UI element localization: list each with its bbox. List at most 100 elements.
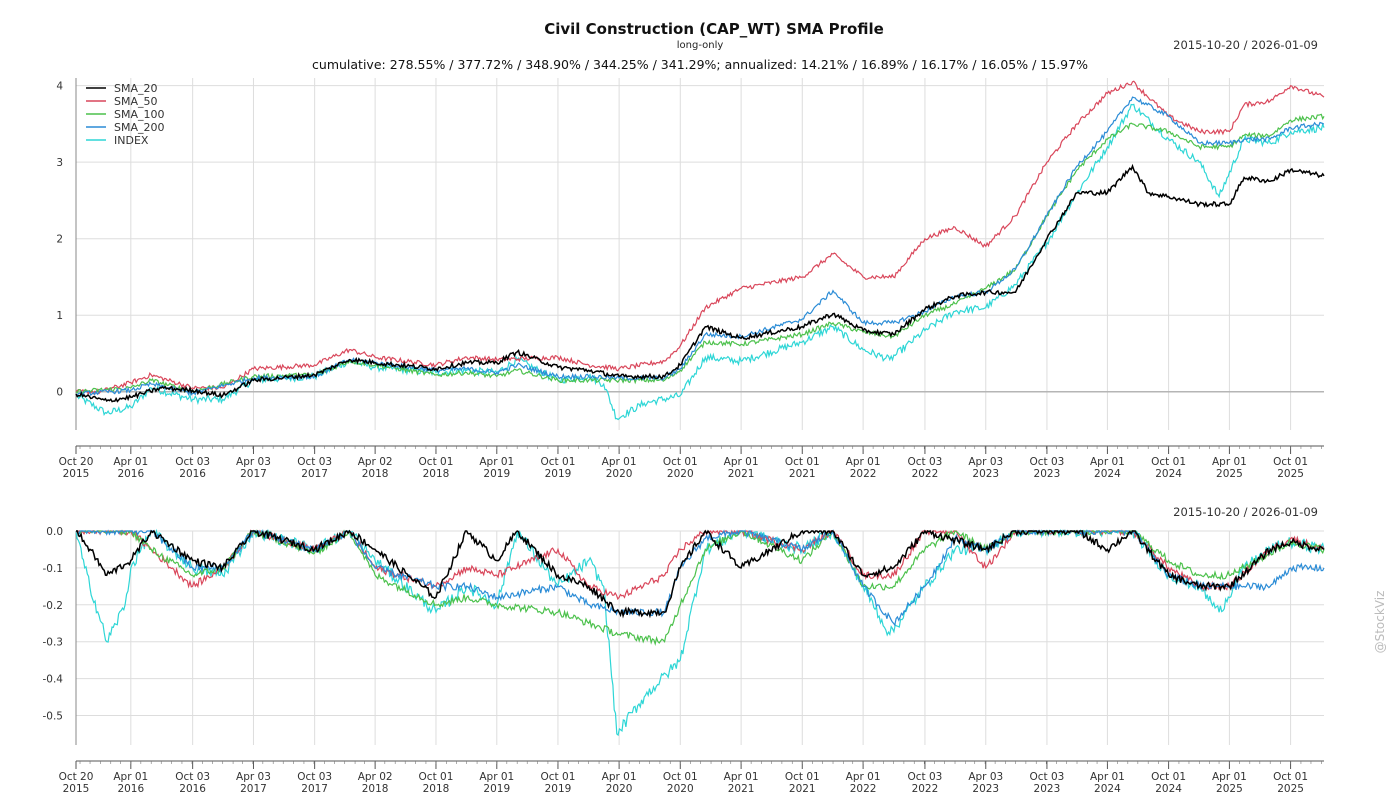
x-tick-year: 2024	[1094, 468, 1121, 480]
x-tick-label: Apr 03	[968, 456, 1003, 468]
x-tick-label: Oct 20	[59, 456, 94, 468]
x-tick-label: Apr 01	[113, 456, 148, 468]
y-tick-label: 2	[56, 234, 63, 246]
x-tick-year: 2017	[301, 783, 328, 795]
x-tick-year: 2019	[545, 783, 572, 795]
x-tick-label: Apr 02	[358, 771, 393, 783]
series-line-index	[75, 528, 1325, 737]
x-tick-label: Apr 01	[479, 771, 514, 783]
x-tick-label: Apr 01	[602, 771, 637, 783]
x-tick-year: 2018	[362, 468, 389, 480]
x-tick-label: Oct 20	[59, 771, 94, 783]
legend-label: SMA_50	[114, 95, 158, 108]
x-tick-year: 2016	[117, 783, 144, 795]
y-tick-label: 0.0	[46, 526, 63, 538]
y-tick-label: -0.1	[43, 563, 64, 575]
y-tick-label: 1	[56, 310, 63, 322]
y-tick-label: 0	[56, 387, 63, 399]
x-tick-label: Apr 01	[1212, 456, 1247, 468]
x-tick-year: 2025	[1277, 468, 1304, 480]
x-tick-year: 2021	[728, 783, 755, 795]
y-tick-label: -0.3	[43, 637, 64, 649]
x-tick-label: Apr 01	[602, 456, 637, 468]
x-tick-year: 2017	[240, 468, 267, 480]
x-tick-year: 2023	[972, 783, 999, 795]
x-tick-year: 2017	[301, 468, 328, 480]
x-tick-label: Apr 03	[236, 771, 271, 783]
x-tick-year: 2017	[240, 783, 267, 795]
x-tick-year: 2015	[63, 783, 90, 795]
x-tick-label: Apr 01	[724, 456, 759, 468]
x-tick-year: 2019	[483, 783, 510, 795]
x-tick-label: Oct 03	[297, 456, 332, 468]
x-tick-year: 2019	[545, 468, 572, 480]
x-tick-label: Oct 01	[663, 456, 698, 468]
x-tick-year: 2015	[63, 468, 90, 480]
x-tick-year: 2022	[912, 468, 939, 480]
x-tick-label: Oct 03	[175, 456, 210, 468]
stats-line: cumulative: 278.55% / 377.72% / 348.90% …	[312, 57, 1088, 72]
x-tick-year: 2018	[423, 783, 450, 795]
x-tick-year: 2022	[850, 783, 877, 795]
series-line-sma-200	[75, 96, 1325, 398]
date-range-top: 2015-10-20 / 2026-01-09	[1173, 38, 1318, 52]
series-line-sma-20	[76, 529, 1325, 619]
x-tick-label: Apr 01	[724, 771, 759, 783]
y-tick-label: -0.5	[43, 710, 64, 722]
y-tick-label: 4	[56, 81, 63, 93]
series-line-sma-100	[75, 113, 1325, 395]
x-tick-year: 2021	[789, 468, 816, 480]
x-tick-label: Apr 01	[479, 456, 514, 468]
date-range-bottom: 2015-10-20 / 2026-01-09	[1173, 505, 1318, 519]
x-tick-label: Oct 01	[663, 771, 698, 783]
x-tick-label: Oct 03	[1029, 771, 1064, 783]
x-tick-label: Apr 02	[358, 456, 393, 468]
x-tick-year: 2019	[483, 468, 510, 480]
x-tick-label: Oct 01	[419, 456, 454, 468]
x-tick-label: Oct 03	[175, 771, 210, 783]
x-tick-label: Apr 03	[968, 771, 1003, 783]
x-tick-year: 2024	[1155, 468, 1182, 480]
x-tick-year: 2024	[1094, 783, 1121, 795]
watermark: @StockViz	[1373, 591, 1387, 654]
legend-label: SMA_200	[114, 121, 165, 134]
x-tick-year: 2016	[117, 468, 144, 480]
y-tick-label: -0.4	[43, 674, 64, 686]
series-line-sma-200	[76, 528, 1325, 627]
x-tick-label: Oct 01	[1273, 771, 1308, 783]
x-tick-label: Apr 01	[1212, 771, 1247, 783]
legend-label: SMA_20	[114, 82, 158, 95]
x-tick-year: 2024	[1155, 783, 1182, 795]
x-tick-year: 2025	[1216, 468, 1243, 480]
x-tick-label: Oct 01	[541, 456, 576, 468]
y-tick-label: -0.2	[43, 600, 64, 612]
series-line-sma-20	[75, 163, 1325, 403]
x-tick-label: Apr 03	[236, 456, 271, 468]
x-tick-year: 2023	[972, 468, 999, 480]
series-line-index	[75, 103, 1325, 421]
x-tick-year: 2020	[606, 783, 633, 795]
x-tick-label: Apr 01	[1090, 771, 1125, 783]
x-tick-year: 2016	[179, 468, 206, 480]
x-tick-label: Oct 01	[785, 456, 820, 468]
chart-subtitle: long-only	[677, 40, 724, 51]
chart-title: Civil Construction (CAP_WT) SMA Profile	[544, 20, 884, 38]
legend-label: INDEX	[114, 134, 149, 147]
x-tick-year: 2020	[667, 783, 694, 795]
x-tick-year: 2025	[1277, 783, 1304, 795]
x-tick-label: Oct 03	[297, 771, 332, 783]
x-tick-label: Oct 01	[1151, 456, 1186, 468]
legend-label: SMA_100	[114, 108, 165, 121]
x-tick-year: 2016	[179, 783, 206, 795]
x-tick-label: Oct 01	[785, 771, 820, 783]
x-tick-label: Oct 03	[908, 771, 943, 783]
x-tick-year: 2023	[1034, 783, 1061, 795]
x-tick-label: Apr 01	[846, 771, 881, 783]
x-tick-label: Oct 01	[1273, 456, 1308, 468]
x-tick-year: 2023	[1034, 468, 1061, 480]
x-tick-year: 2018	[362, 783, 389, 795]
x-tick-label: Oct 01	[419, 771, 454, 783]
